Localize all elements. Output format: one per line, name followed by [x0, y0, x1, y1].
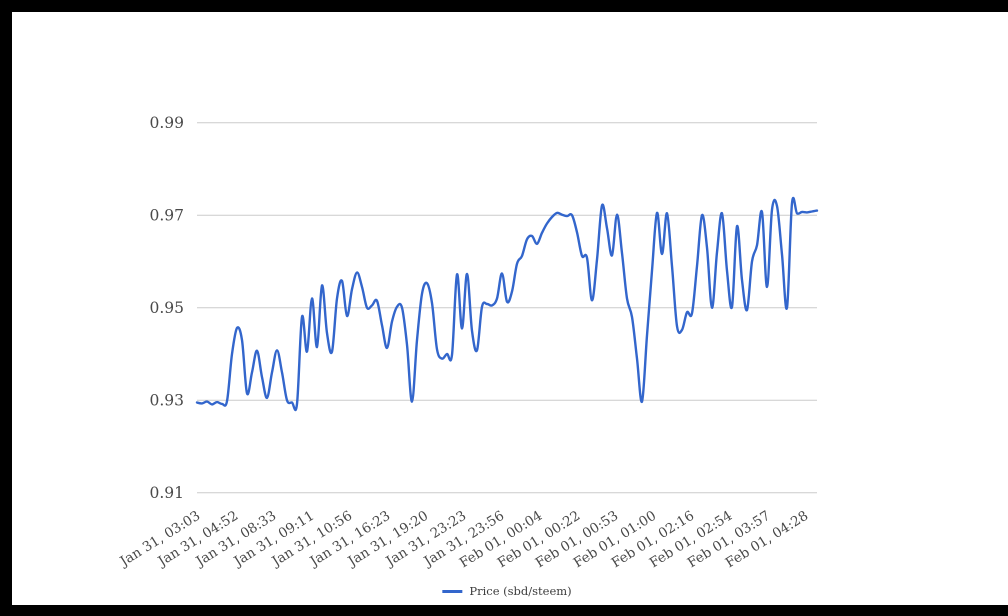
- y-axis-label: 0.93: [149, 392, 184, 410]
- price-series-line: [195, 196, 819, 412]
- y-axis-label: 0.97: [149, 207, 184, 225]
- y-axis-label: 0.91: [149, 484, 184, 502]
- chart-canvas: [12, 12, 1008, 605]
- legend: Price (sbd/steem): [442, 584, 572, 598]
- y-axis-label: 0.95: [149, 299, 184, 317]
- legend-line-swatch: [442, 589, 463, 593]
- legend-label: Price (sbd/steem): [469, 584, 572, 598]
- y-axis-label: 0.99: [149, 114, 184, 132]
